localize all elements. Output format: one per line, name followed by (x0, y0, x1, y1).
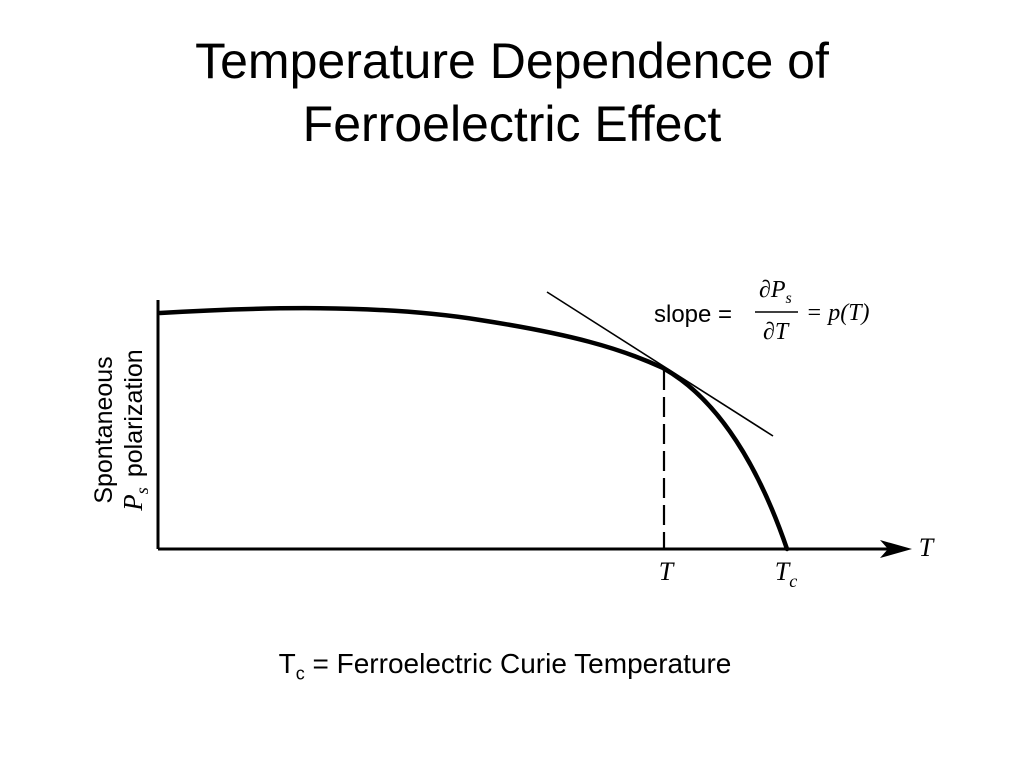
y-axis-label-polarization: polarization (120, 349, 148, 477)
caption-symbol: T (278, 648, 296, 679)
y-axis-label: Spontaneous Ps polarization (90, 349, 152, 511)
slide-title: Temperature Dependence of Ferroelectric … (0, 30, 1024, 156)
caption: Tc = Ferroelectric Curie Temperature (0, 648, 1010, 685)
tick-label-t: T (659, 557, 675, 586)
slope-word: slope = (654, 301, 732, 328)
tick-label-tc: Tc (775, 557, 797, 591)
slope-formula: slope = ∂Ps ∂T = p(T) (654, 277, 870, 345)
tick-label-tc-sub: c (789, 571, 797, 591)
tangent-line (546, 291, 774, 437)
title-line-1: Temperature Dependence of (195, 33, 829, 89)
y-axis-label-line-2: Ps polarization (118, 349, 152, 511)
y-axis-symbol: P (118, 494, 148, 512)
slope-numerator-sub: s (786, 290, 792, 307)
slope-denominator: ∂T (763, 319, 790, 345)
x-axis-arrowhead (880, 540, 912, 558)
slope-rhs: = p(T) (806, 300, 870, 326)
tick-label-tc-main: T (775, 557, 791, 586)
y-axis-symbol-sub: s (132, 487, 152, 494)
slope-numerator-main: ∂P (759, 277, 786, 303)
x-axis-label: T (919, 533, 935, 562)
title-line-2: Ferroelectric Effect (302, 96, 722, 152)
polarization-curve (157, 305, 790, 552)
caption-text: = Ferroelectric Curie Temperature (304, 648, 732, 679)
slope-numerator: ∂Ps (759, 277, 792, 307)
y-axis-label-line-1: Spontaneous (90, 356, 118, 503)
caption-symbol-sub: c (295, 663, 305, 684)
